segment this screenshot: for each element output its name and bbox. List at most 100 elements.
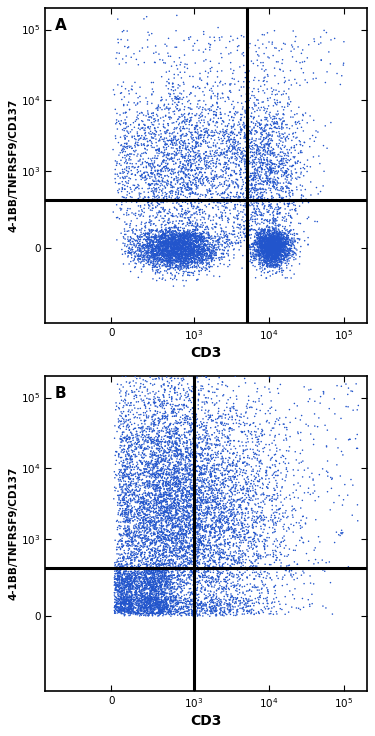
Point [174, 386, 180, 398]
Point [127, 236, 133, 247]
Point [203, 453, 209, 464]
Point [250, 464, 256, 475]
Point [240, 592, 246, 604]
Point [112, 584, 118, 595]
Point [236, 571, 242, 583]
Point [154, 479, 160, 491]
Point [175, 494, 181, 506]
Point [279, 239, 285, 251]
Point [159, 606, 165, 618]
Point [115, 595, 121, 607]
Point [187, 450, 193, 461]
Point [270, 252, 276, 263]
Point [276, 189, 282, 201]
Point [162, 596, 168, 608]
Point [252, 167, 258, 179]
Point [216, 252, 222, 263]
Point [140, 588, 146, 600]
Point [158, 434, 164, 445]
Point [188, 197, 194, 209]
Point [160, 551, 166, 563]
Point [168, 542, 174, 553]
Point [219, 240, 225, 252]
Point [217, 483, 223, 495]
Point [172, 500, 178, 512]
Point [207, 185, 213, 197]
Point [152, 586, 157, 598]
Point [284, 144, 290, 155]
Point [136, 434, 142, 446]
Point [182, 243, 188, 255]
Point [231, 244, 237, 255]
Point [183, 463, 189, 475]
Point [253, 125, 259, 137]
Point [175, 364, 181, 376]
Point [223, 576, 229, 587]
Point [213, 439, 219, 451]
Point [179, 590, 185, 602]
Point [123, 565, 129, 577]
Point [151, 576, 157, 588]
Point [166, 545, 172, 556]
Point [184, 513, 190, 525]
Point [222, 525, 228, 537]
Point [138, 188, 144, 199]
Point [178, 490, 184, 502]
Point [148, 592, 154, 604]
Point [115, 602, 121, 614]
Point [174, 243, 180, 255]
Point [153, 239, 159, 251]
Point [246, 229, 252, 241]
Point [216, 233, 222, 245]
Point [230, 151, 236, 163]
Point [267, 246, 273, 258]
Point [142, 444, 148, 456]
Point [202, 189, 208, 201]
Point [184, 410, 190, 422]
Point [267, 163, 273, 174]
Point [243, 492, 249, 503]
Point [208, 527, 214, 539]
Point [274, 542, 280, 553]
Point [267, 238, 273, 250]
Point [172, 488, 178, 500]
Point [185, 152, 191, 164]
Point [160, 228, 166, 240]
Point [203, 443, 209, 455]
Point [136, 455, 142, 467]
Point [132, 543, 138, 555]
Point [150, 468, 156, 480]
Point [178, 229, 184, 241]
Point [166, 238, 172, 250]
Point [125, 245, 131, 257]
Point [261, 157, 267, 169]
Point [190, 250, 196, 261]
Point [129, 428, 135, 439]
Point [196, 167, 202, 179]
Point [153, 563, 159, 575]
Point [168, 236, 174, 248]
Point [227, 498, 233, 509]
Point [160, 495, 166, 507]
Point [117, 580, 123, 592]
Point [178, 237, 184, 249]
Point [246, 76, 252, 88]
Point [124, 149, 130, 160]
Point [190, 579, 196, 591]
Point [164, 142, 170, 154]
Point [150, 583, 156, 595]
Point [122, 417, 128, 428]
Point [266, 238, 272, 250]
Point [157, 243, 163, 255]
Point [188, 115, 194, 127]
Point [263, 187, 269, 199]
Point [169, 548, 175, 559]
Point [161, 251, 167, 263]
Point [153, 509, 159, 521]
Point [141, 168, 147, 180]
Point [126, 608, 132, 620]
Point [187, 552, 193, 564]
Point [269, 238, 275, 250]
Point [153, 495, 159, 506]
Point [166, 248, 172, 260]
